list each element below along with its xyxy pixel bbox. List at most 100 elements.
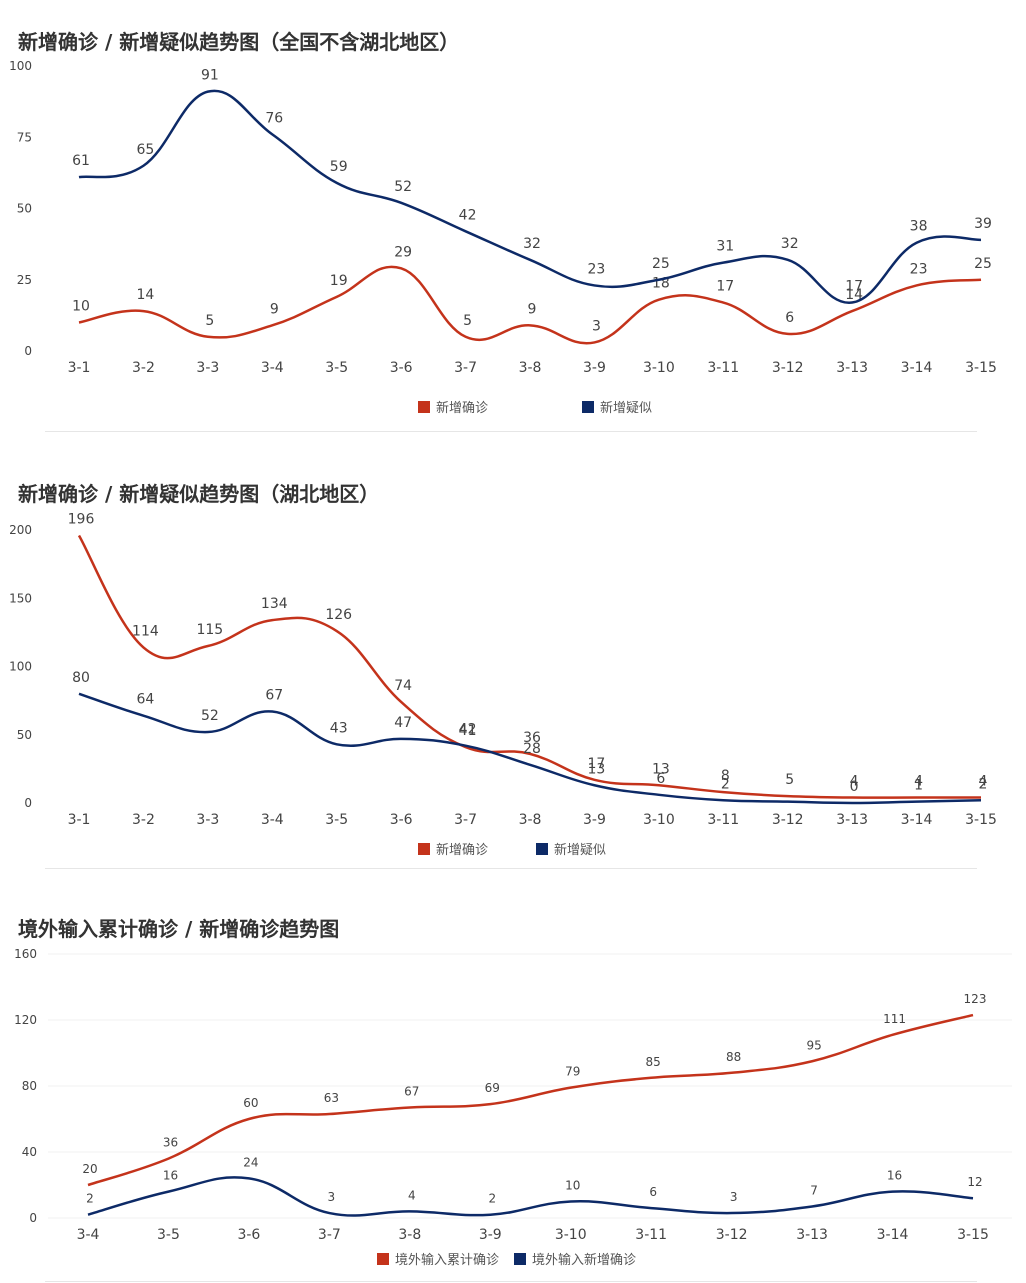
data-label: 17 [588,756,606,772]
data-label: 36 [163,1136,178,1150]
chart-title: 境外输入累计确诊 / 新增确诊趋势图 [18,917,340,941]
data-label: 16 [163,1169,178,1183]
data-label: 7 [810,1183,818,1197]
data-label: 4 [914,774,923,790]
data-label: 9 [270,301,279,317]
legend-swatch [536,842,548,855]
data-label: 134 [261,596,288,612]
x-tick-label: 3-12 [716,1227,748,1243]
x-tick-label: 3-14 [901,812,933,828]
legend-swatch [582,400,594,413]
y-tick-label: 0 [24,796,32,810]
y-tick-label: 0 [29,1211,37,1225]
x-tick-label: 3-13 [836,360,868,376]
x-tick-label: 3-8 [398,1227,421,1243]
data-label: 32 [781,236,799,252]
data-label: 115 [196,622,223,638]
line-chart-national: 0 25 50 75 100 3-1 3-2 3-3 3-4 3-5 3-6 3-7 3-8 3-9 3-1… [9,59,997,376]
data-label: 123 [964,992,987,1006]
data-label: 9 [528,301,537,317]
x-tick-label: 3-3 [196,360,219,376]
y-tick-label: 0 [24,344,32,358]
y-tick-label: 120 [14,1013,37,1027]
legend-label: 境外输入新增确诊 [532,1253,637,1268]
data-label: 25 [974,256,992,272]
data-label: 19 [330,273,348,289]
data-label: 13 [652,761,670,777]
y-tick-label: 100 [9,660,32,674]
data-label: 10 [72,299,90,315]
y-tick-label: 100 [9,59,32,73]
x-tick-label: 3-4 [77,1227,100,1243]
data-label: 14 [845,287,863,303]
x-tick-label: 3-3 [196,812,219,828]
x-tick-label: 3-5 [157,1227,180,1243]
data-label: 42 [459,207,477,223]
data-label: 17 [845,279,863,295]
data-label: 95 [806,1038,821,1052]
x-tick-label: 3-6 [390,812,413,828]
x-tick-label: 3-11 [635,1227,667,1243]
data-label: 12 [967,1175,982,1189]
legend-label: 新增确诊 [436,401,489,416]
data-label: 5 [205,313,214,329]
y-tick-label: 50 [17,728,32,742]
y-tick-label: 150 [9,591,32,605]
data-label: 114 [132,623,159,639]
data-label: 60 [243,1096,258,1110]
x-tick-label: 3-13 [836,812,868,828]
data-label: 6 [785,310,794,326]
data-label: 39 [974,216,992,232]
data-label: 79 [565,1065,580,1079]
x-tick-label: 3-7 [318,1227,341,1243]
legend-label: 新增确诊 [436,843,489,858]
x-tick-label: 3-5 [325,360,348,376]
legend-label: 新增疑似 [554,843,607,858]
y-tick-label: 25 [17,273,32,287]
x-tick-label: 3-7 [454,360,477,376]
divider [45,431,977,432]
data-label: 4 [850,774,859,790]
data-label: 6 [656,771,665,787]
y-tick-label: 50 [17,202,32,216]
x-tick-label: 3-10 [555,1227,587,1243]
data-label: 0 [850,779,859,795]
data-label: 5 [785,772,794,788]
legend-item-confirmed: 新增确诊 [418,839,488,858]
data-label: 63 [324,1091,339,1105]
x-tick-label: 3-12 [772,360,804,376]
data-label: 3 [592,318,601,334]
x-tick-label: 3-9 [583,360,606,376]
data-label: 74 [394,678,412,694]
legend-item-new: 境外输入新增确诊 [514,1249,636,1268]
data-label: 59 [330,159,348,175]
data-label: 2 [488,1192,496,1206]
data-label: 1 [914,778,923,794]
x-tick-label: 3-14 [901,360,933,376]
data-label: 25 [652,256,670,272]
y-tick-label: 80 [22,1079,37,1093]
x-tick-label: 3-6 [237,1227,260,1243]
chart-title: 新增确诊 / 新增疑似趋势图（全国不含湖北地区） [18,30,460,54]
data-label: 126 [325,607,352,623]
legend-label: 境外输入累计确诊 [395,1253,500,1268]
legend-item-confirmed: 新增确诊 [418,397,488,416]
chart-title: 新增确诊 / 新增疑似趋势图（湖北地区） [18,482,380,506]
legend-swatch [377,1252,389,1265]
data-label: 10 [565,1179,580,1193]
data-label: 52 [394,179,412,195]
y-tick-label: 160 [14,947,37,961]
x-tick-label: 3-8 [519,812,542,828]
legend-label: 新增疑似 [600,401,653,416]
x-tick-label: 3-11 [707,360,739,376]
data-label: 61 [72,153,90,169]
legend-item-suspected: 新增疑似 [582,397,652,416]
x-tick-label: 3-2 [132,812,155,828]
legend-swatch [418,842,430,855]
series-line [78,265,982,345]
x-tick-label: 3-13 [796,1227,828,1243]
x-tick-label: 3-5 [325,812,348,828]
data-label: 2 [721,776,730,792]
divider [45,868,977,869]
